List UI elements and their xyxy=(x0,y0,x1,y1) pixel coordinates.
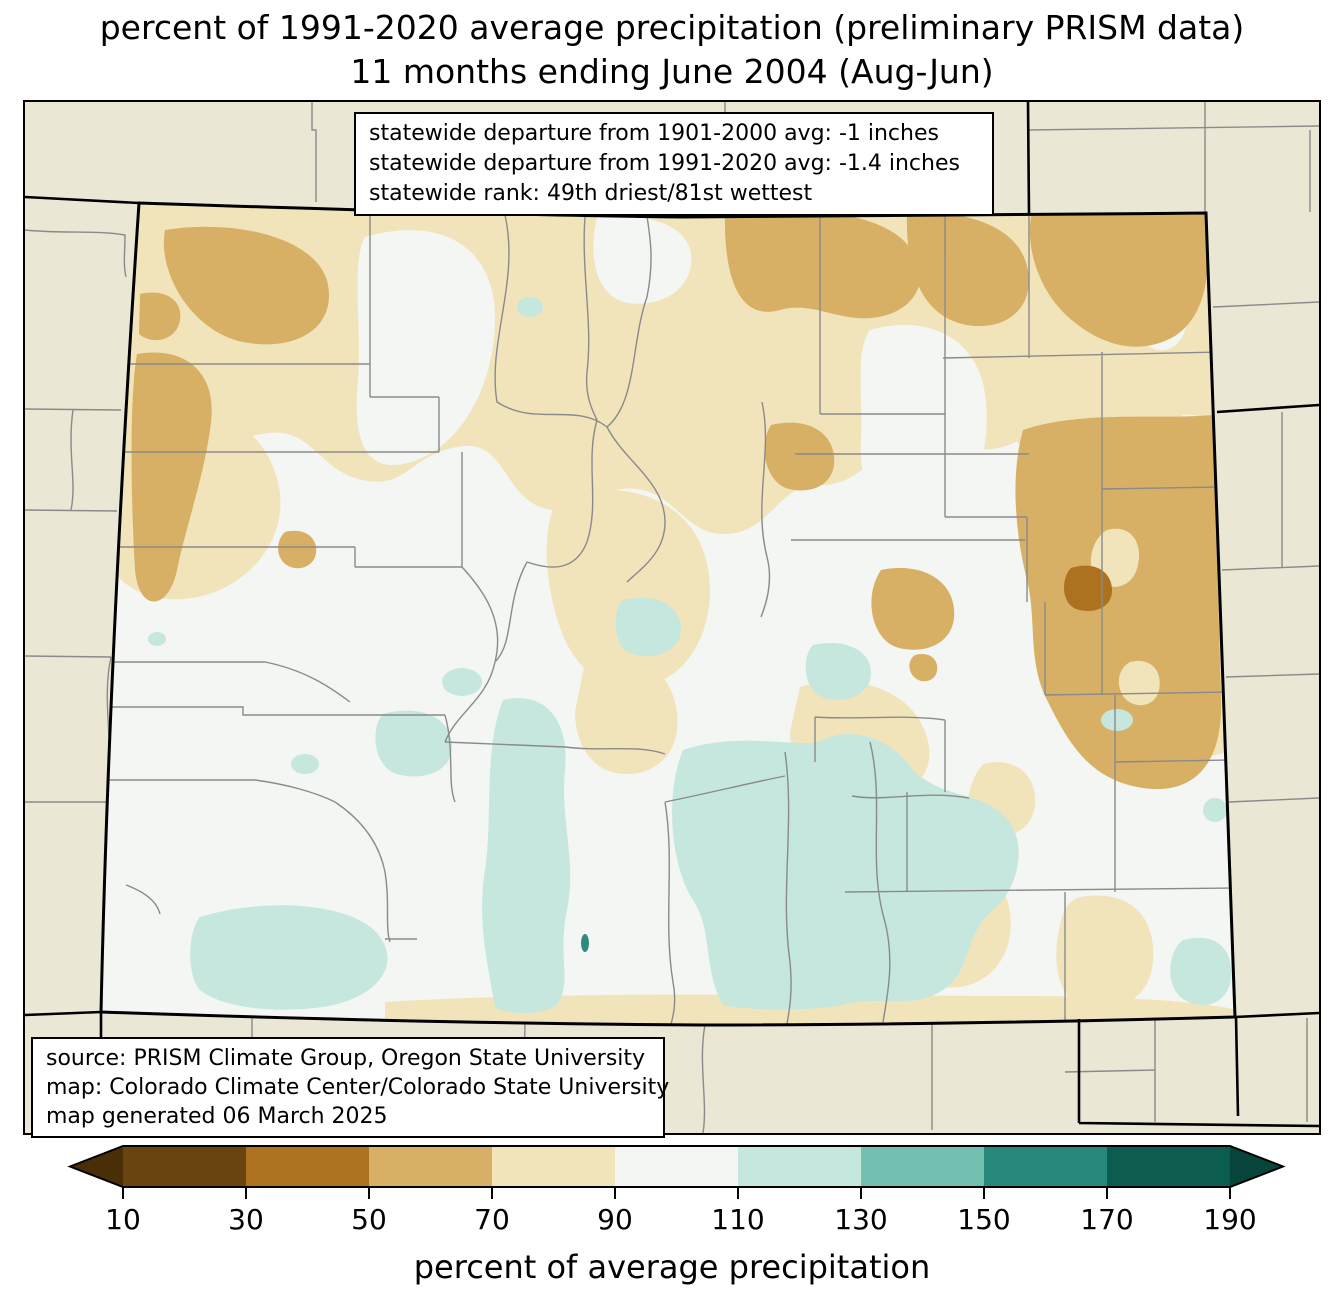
stats-line-1: statewide departure from 1901-2000 avg: … xyxy=(369,121,939,146)
colorado-precipitation-map xyxy=(25,102,1319,1133)
svg-text:130: 130 xyxy=(834,1203,887,1236)
svg-text:70: 70 xyxy=(474,1203,510,1236)
svg-text:10: 10 xyxy=(105,1203,141,1236)
stats-line-2: statewide departure from 1991-2020 avg: … xyxy=(369,151,960,176)
fill-130-150 xyxy=(581,934,589,952)
svg-text:150: 150 xyxy=(957,1203,1010,1236)
svg-text:90: 90 xyxy=(597,1203,633,1236)
fill-50-70 xyxy=(131,208,1222,790)
svg-text:110: 110 xyxy=(711,1203,764,1236)
colorbar-segments xyxy=(67,1145,1286,1188)
colorbar-over-arrow xyxy=(1230,1146,1283,1187)
source-box: source: PRISM Climate Group, Oregon Stat… xyxy=(31,1037,670,1138)
colorbar: 10 30 50 70 90 110 130 150 170 190 perce… xyxy=(67,1145,1286,1286)
source-line-2: map: Colorado Climate Center/Colorado St… xyxy=(46,1075,670,1100)
stats-line-3: statewide rank: 49th driest/81st wettest xyxy=(369,181,813,206)
source-line-3: map generated 06 March 2025 xyxy=(46,1104,388,1129)
colorado-state-outline xyxy=(99,201,1237,1027)
fill-30-50 xyxy=(1064,565,1113,611)
colorbar-tick-labels: 10 30 50 70 90 110 130 150 170 190 xyxy=(105,1203,1257,1236)
svg-text:190: 190 xyxy=(1203,1203,1256,1236)
svg-text:50: 50 xyxy=(351,1203,387,1236)
svg-text:30: 30 xyxy=(228,1203,264,1236)
page-title: percent of 1991-2020 average precipitati… xyxy=(99,8,1245,47)
source-line-1: source: PRISM Climate Group, Oregon Stat… xyxy=(46,1046,646,1071)
fill-110-130 xyxy=(148,297,1232,1014)
colorbar-ticks xyxy=(122,1187,1231,1199)
county-lines xyxy=(105,210,1235,1025)
colorbar-under-arrow xyxy=(70,1146,123,1187)
page-subtitle: 11 months ending June 2004 (Aug-Jun) xyxy=(350,52,994,91)
svg-text:170: 170 xyxy=(1080,1203,1133,1236)
statewide-stats-box: statewide departure from 1901-2000 avg: … xyxy=(354,112,994,216)
map-frame xyxy=(23,100,1321,1135)
colorbar-label: percent of average precipitation xyxy=(414,1248,931,1286)
